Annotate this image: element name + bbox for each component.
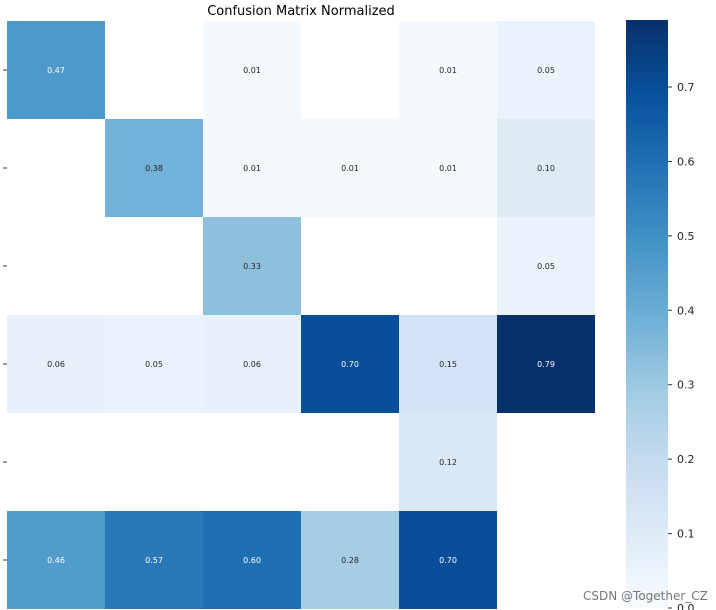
heatmap-cell [7,511,105,609]
cell-value-label: 0.01 [243,164,261,173]
heatmap-cell [399,413,497,511]
cell-value-label: 0.10 [537,164,555,173]
cell-value-label: 0.57 [145,556,163,565]
colorbar-tick-label: 0.1 [677,528,695,541]
colorbar-tick-label: 0.3 [677,379,695,392]
watermark: CSDN @Together_CZ [583,589,708,603]
heatmap-cells: 0.47 0.01 0.01 0.05 0.38 0.01 0.01 0.01 0.10 0.33… [7,21,595,609]
cell-value-label: 0.05 [145,360,163,369]
heatmap-cell [497,315,595,413]
colorbar-tick-label: 0.6 [677,155,695,168]
cell-value-label: 0.05 [537,262,555,271]
colorbar-tick-label: 0.2 [677,453,695,466]
colorbar-gradient [626,20,668,608]
heatmap-cell [399,119,497,217]
cell-value-label: 0.15 [439,360,457,369]
cell-value-label: 0.47 [47,66,65,75]
heatmap-cell [105,511,203,609]
cell-value-label: 0.01 [341,164,359,173]
heatmap-cell [203,217,301,315]
cell-value-label: 0.38 [145,164,163,173]
cell-value-label: 0.01 [439,164,457,173]
heatmap-cell [399,315,497,413]
heatmap-cell [203,119,301,217]
colorbar-tick-label: 0.7 [677,81,695,94]
heatmap-cell [497,119,595,217]
colorbar-tick-label: 0.0 [677,602,695,610]
cell-value-label: 0.01 [243,66,261,75]
heatmap-cell [301,119,399,217]
heatmap-cell [301,315,399,413]
cell-value-label: 0.79 [537,360,555,369]
heatmap-cell [203,315,301,413]
heatmap-cell [203,511,301,609]
heatmap-cell [105,119,203,217]
heatmap-cell [203,21,301,119]
cell-value-label: 0.70 [439,556,457,565]
colorbar-tick-label: 0.4 [677,304,695,317]
chart-title: Confusion Matrix Normalized [207,4,395,19]
cell-value-label: 0.33 [243,262,261,271]
heatmap-cell [7,315,105,413]
heatmap-cell [399,511,497,609]
cell-value-label: 0.28 [341,556,359,565]
cell-value-label: 0.46 [47,556,65,565]
cell-value-label: 0.60 [243,556,261,565]
colorbar-tick-label: 0.5 [677,230,695,243]
cell-value-label: 0.05 [537,66,555,75]
heatmap-cell [497,21,595,119]
y-axis-ticks [3,69,7,561]
heatmap-cell [105,315,203,413]
cell-value-label: 0.06 [243,360,261,369]
heatmap-cell [497,217,595,315]
heatmap-cell [399,21,497,119]
cell-value-label: 0.70 [341,360,359,369]
cell-value-label: 0.12 [439,458,457,467]
cell-value-label: 0.06 [47,360,65,369]
heatmap-cell [301,511,399,609]
colorbar: 0.0 0.1 0.2 0.3 0.4 0.5 0.6 0.7 [626,20,695,610]
heatmap-cell [7,21,105,119]
cell-value-label: 0.01 [439,66,457,75]
